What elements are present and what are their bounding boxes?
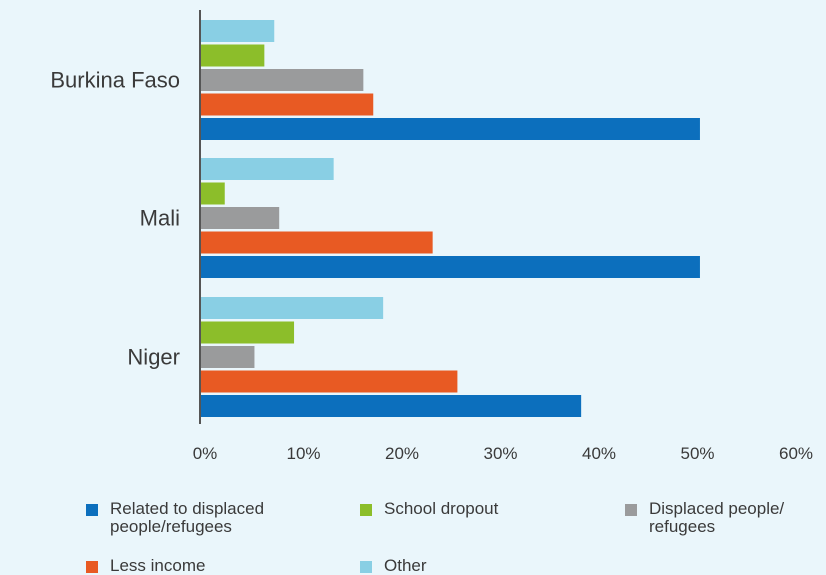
bar-mali-series-2 — [200, 207, 280, 229]
bar-mali-series-0 — [200, 158, 334, 180]
x-tick-label: 20% — [385, 444, 419, 463]
x-tick-labels: 0% 10% 20% 30% 40% 50% 60% — [193, 444, 813, 463]
x-tick-label: 40% — [582, 444, 616, 463]
bar-niger-series-3 — [200, 370, 458, 393]
bar-burkina-faso-series-2 — [200, 69, 364, 91]
x-tick-label: 30% — [483, 444, 517, 463]
x-tick-label: 60% — [779, 444, 813, 463]
bar-niger-series-2 — [200, 346, 255, 368]
category-label: Burkina Faso — [50, 67, 180, 92]
category-label: Mali — [140, 205, 180, 230]
bars-group — [200, 20, 700, 417]
bar-burkina-faso-series-0 — [200, 20, 275, 42]
bar-niger-series-0 — [200, 297, 384, 319]
bar-mali-series-4 — [200, 256, 700, 278]
bar-burkina-faso-series-3 — [200, 93, 374, 116]
x-tick-label: 10% — [286, 444, 320, 463]
category-label: Niger — [127, 344, 180, 369]
x-tick-label: 50% — [680, 444, 714, 463]
bar-burkina-faso-series-4 — [200, 118, 700, 140]
bar-burkina-faso-series-1 — [200, 44, 265, 67]
bar-mali-series-1 — [200, 182, 225, 205]
bar-niger-series-4 — [200, 395, 582, 417]
bar-niger-series-1 — [200, 321, 295, 344]
category-labels: Burkina Faso Mali Niger — [50, 67, 180, 369]
bar-mali-series-3 — [200, 231, 433, 254]
x-tick-label: 0% — [193, 444, 218, 463]
